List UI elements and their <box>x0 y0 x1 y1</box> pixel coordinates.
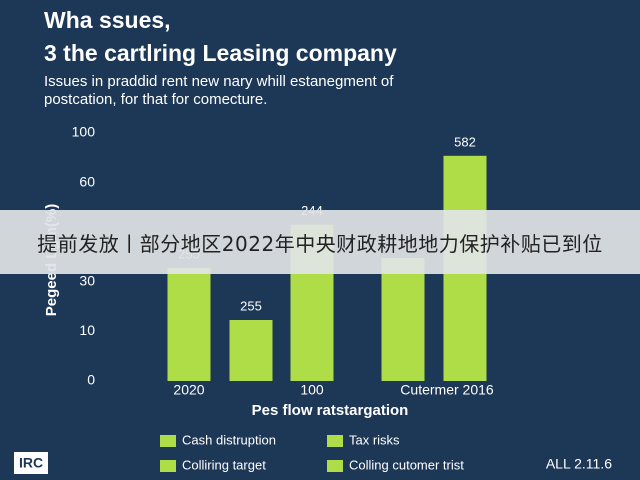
bar <box>167 267 211 381</box>
banner: 提前发放丨部分地区2022年中央财政耕地地力保护补贴已到位 <box>0 210 640 274</box>
logo: IRC <box>19 455 43 471</box>
y-tick-label: 100 <box>72 124 96 140</box>
legend-swatch <box>327 460 343 472</box>
bar-label: 582 <box>454 134 476 149</box>
legend-label: Cash distruption <box>182 432 276 447</box>
legend-swatch <box>327 435 343 447</box>
bar <box>229 319 273 381</box>
chart-title: 3 the cartlring Leasing company <box>44 40 397 66</box>
x-tick-label: 100 <box>300 382 324 398</box>
bar-label: 255 <box>240 298 262 313</box>
x-axis-label: Pes flow ratstargation <box>252 402 409 419</box>
legend-label: Colling cutomer trist <box>349 457 464 472</box>
chart-subtitle: postcation, for that for comecture. <box>44 91 267 108</box>
x-tick-label: Cutermer 2016 <box>400 382 494 398</box>
x-tick-label: 2020 <box>173 382 204 398</box>
footer: ALL 2.11.6 <box>546 456 612 472</box>
y-tick-label: 10 <box>79 322 95 338</box>
logo-box <box>14 452 48 474</box>
bar <box>381 257 425 381</box>
y-tick-label: 60 <box>79 173 95 189</box>
legend-swatch <box>160 435 176 447</box>
legend-label: Tax risks <box>349 432 400 447</box>
legend-swatch <box>160 460 176 472</box>
chart-title: Wha ssues, <box>44 7 171 33</box>
chart-subtitle: Issues in praddid rent new nary whill es… <box>44 73 394 90</box>
legend-label: Colliring target <box>182 457 266 472</box>
y-tick-label: 0 <box>87 372 95 388</box>
y-tick-label: 30 <box>79 273 95 289</box>
